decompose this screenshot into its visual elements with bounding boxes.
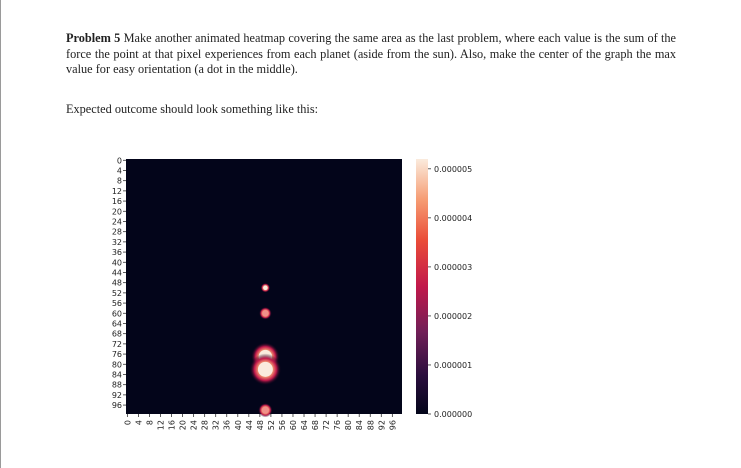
y-tick-label: 52 [112, 289, 122, 298]
x-tick-label: 12 [157, 420, 166, 430]
y-tick-label: 56 [112, 299, 122, 308]
hotspot-0 [263, 285, 268, 291]
x-tick-label: 84 [355, 420, 364, 430]
expected-outcome-text: Expected outcome should look something l… [66, 102, 319, 116]
y-tick-label: 44 [112, 268, 122, 277]
y-tick-label: 64 [112, 319, 122, 328]
colorbar-tick-label: 0.000001 [434, 361, 472, 370]
x-tick-label: 20 [179, 420, 188, 430]
y-tick-label: 4 [117, 166, 122, 175]
y-tick-label: 0 [117, 156, 122, 165]
y-axis-ticks: 0481216202428323640444852566064687276808… [112, 156, 126, 410]
hotspot-3 [257, 361, 273, 377]
colorbar [416, 159, 428, 414]
y-tick-label: 72 [112, 340, 122, 349]
x-tick-label: 0 [123, 420, 132, 425]
x-tick-label: 96 [388, 420, 397, 430]
y-tick-label: 96 [112, 401, 122, 410]
x-tick-label: 60 [289, 420, 298, 430]
colorbar-tick-label: 0.000003 [434, 263, 472, 272]
x-tick-label: 64 [300, 420, 309, 430]
colorbar-tick-label: 0.000005 [434, 165, 472, 174]
x-tick-label: 56 [278, 420, 287, 430]
x-tick-label: 52 [267, 420, 276, 430]
hotspot-4 [262, 406, 269, 414]
x-tick-label: 24 [190, 420, 199, 430]
x-axis-ticks: 0 4 8 12 16 20 24 28 32 36 40 44 48 52 56 60 64 68 72 76 80 8… [123, 414, 397, 430]
y-tick-label: 20 [112, 207, 122, 216]
y-tick-label: 80 [112, 360, 122, 369]
y-tick-label: 12 [112, 187, 122, 196]
y-tick-label: 88 [112, 381, 122, 390]
x-tick-label: 40 [234, 420, 243, 430]
x-tick-label: 32 [212, 420, 221, 430]
colorbar-tick-label: 0.000004 [434, 214, 472, 223]
x-tick-label: 80 [344, 420, 353, 430]
y-tick-label: 16 [112, 197, 122, 206]
x-tick-label: 48 [256, 420, 265, 430]
x-tick-label: 44 [245, 420, 254, 430]
x-tick-label: 76 [333, 420, 342, 430]
y-tick-label: 48 [112, 279, 122, 288]
problem-statement: Problem 5 Make another animated heatmap … [66, 31, 676, 78]
y-tick-label: 24 [112, 217, 122, 226]
colorbar-tick-label: 0.000000 [434, 410, 472, 419]
x-tick-label: 16 [168, 420, 177, 430]
problem-text: Make another animated heatmap covering t… [66, 31, 677, 77]
x-tick-label: 36 [223, 420, 232, 430]
colorbar-tick-label: 0.000002 [434, 312, 472, 321]
x-tick-label: 92 [377, 420, 386, 430]
y-tick-label: 40 [112, 258, 122, 267]
colorbar-ticks: 0.000005 0.000004 0.000003 0.000002 0.000001… [428, 165, 472, 419]
x-tick-label: 72 [322, 420, 331, 430]
x-tick-label: 68 [311, 420, 320, 430]
y-tick-label: 28 [112, 228, 122, 237]
y-tick-label: 32 [112, 238, 122, 247]
hotspot-1 [262, 310, 269, 317]
y-tick-label: 68 [112, 330, 122, 339]
y-tick-label: 84 [112, 370, 122, 379]
y-tick-label: 60 [112, 309, 122, 318]
page-left-border [0, 0, 1, 468]
y-tick-label: 92 [112, 391, 122, 400]
y-tick-label: 8 [117, 177, 122, 186]
x-tick-label: 88 [366, 420, 375, 430]
y-tick-label: 76 [112, 350, 122, 359]
y-tick-label: 36 [112, 248, 122, 257]
x-tick-label: 4 [134, 420, 143, 425]
problem-label: Problem 5 [66, 31, 121, 45]
x-tick-label: 8 [145, 420, 154, 425]
heatmap-hotspots [249, 283, 282, 418]
x-tick-label: 28 [201, 420, 210, 430]
